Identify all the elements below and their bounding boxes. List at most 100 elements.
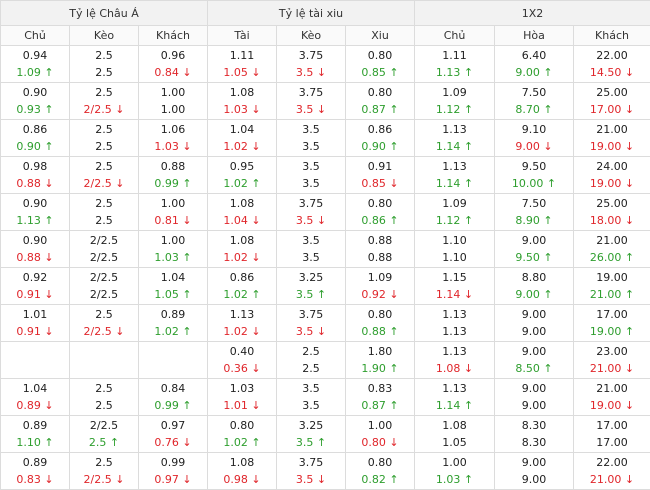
current-odds: 2/2.5: [71, 323, 138, 340]
opening-odds: 0.80: [229, 419, 255, 432]
current-odds: 1.04: [209, 212, 276, 229]
odds-cell: 0.80 0.88: [345, 304, 416, 342]
odds-row: 0.980.882.52/2.50.880.990.951.023.53.50.…: [0, 156, 650, 194]
odds-cell: 1.10 1.10: [414, 230, 496, 268]
current-odds: 0.97: [140, 471, 207, 488]
opening-odds: 9.00: [521, 234, 547, 247]
odds-cell: 24.00 19.00: [573, 156, 650, 194]
opening-odds: 1.13: [229, 308, 255, 321]
current-odds: 0.90: [347, 138, 414, 155]
odds-cell: 2/2.5 2/2.5: [69, 230, 139, 268]
odds-cell: 7.50 8.70: [494, 82, 575, 120]
odds-cell: 21.00 19.00: [573, 119, 650, 157]
opening-odds: 19.00: [596, 271, 628, 284]
odds-cell: 3.5 3.5: [276, 230, 347, 268]
current-odds: 8.70: [496, 101, 573, 118]
odds-cell: 1.80 1.90: [345, 341, 416, 379]
current-odds: 21.00: [575, 360, 650, 377]
opening-odds: 0.96: [160, 49, 186, 62]
odds-cell: 0.89 1.02: [137, 304, 209, 342]
odds-cell: 2.5 2/2.5: [69, 304, 139, 342]
opening-odds: 21.00: [596, 123, 628, 136]
opening-odds: 1.00: [160, 234, 186, 247]
odds-cell: 9.00 9.50: [494, 230, 575, 268]
column-header: Xiu: [345, 25, 416, 46]
odds-row: 0.900.932.52/2.51.001.001.081.033.753.50…: [0, 82, 650, 120]
current-odds: 0.93: [2, 101, 69, 118]
odds-cell: 9.50 10.00: [494, 156, 575, 194]
opening-odds: 3.5: [302, 123, 320, 136]
opening-odds: 0.90: [22, 234, 48, 247]
odds-cell: 1.13 1.08: [414, 341, 496, 379]
current-odds: 9.50: [496, 249, 573, 266]
current-odds: 1.13: [442, 325, 467, 338]
opening-odds: 0.80: [367, 49, 393, 62]
odds-cell: 0.90 0.93: [0, 82, 70, 120]
odds-cell: 19.00 21.00: [573, 267, 650, 305]
opening-odds: 9.10: [521, 123, 547, 136]
current-odds: 0.89: [2, 397, 69, 414]
odds-cell: 17.00 19.00: [573, 304, 650, 342]
odds-cell: 0.86 0.90: [0, 119, 70, 157]
odds-cell: 0.89 0.83: [0, 452, 70, 490]
opening-odds: 1.08: [229, 197, 255, 210]
current-odds: 0.92: [347, 286, 414, 303]
odds-cell: [0, 341, 70, 379]
current-odds: 1.05: [442, 436, 467, 449]
odds-cell: 2/2.5 2/2.5: [69, 267, 139, 305]
current-odds: 0.80: [347, 434, 414, 451]
opening-odds: 1.06: [160, 123, 186, 136]
current-odds: 3.5: [278, 64, 345, 81]
odds-cell: 1.00 1.03: [414, 452, 496, 490]
opening-odds: 1.13: [442, 382, 467, 395]
opening-odds: 2/2.5: [89, 234, 119, 247]
opening-odds: 1.04: [22, 382, 48, 395]
current-odds: 0.82: [347, 471, 414, 488]
current-odds: 0.85: [347, 175, 414, 192]
opening-odds: 1.08: [229, 86, 255, 99]
opening-odds: 25.00: [596, 197, 628, 210]
current-odds: 9.00: [521, 325, 547, 338]
opening-odds: 0.97: [160, 419, 186, 432]
current-odds: 19.00: [575, 175, 650, 192]
current-odds: 2/2.5: [71, 471, 138, 488]
opening-odds: 1.00: [442, 456, 467, 469]
odds-cell: 0.80 0.82: [345, 452, 416, 490]
column-header: Khách: [573, 25, 650, 46]
odds-cell: 8.80 9.00: [494, 267, 575, 305]
odds-cell: 0.86 1.02: [207, 267, 278, 305]
current-odds: 1.10: [442, 251, 467, 264]
opening-odds: 1.11: [442, 49, 467, 62]
current-odds: 0.88: [347, 323, 414, 340]
opening-odds: 0.94: [22, 49, 48, 62]
odds-cell: 0.80 0.85: [345, 45, 416, 83]
odds-cell: 1.01 0.91: [0, 304, 70, 342]
current-odds: 1.13: [2, 212, 69, 229]
opening-odds: 0.80: [367, 308, 393, 321]
opening-odds: 8.30: [521, 419, 547, 432]
current-odds: 19.00: [575, 323, 650, 340]
opening-odds: 1.15: [442, 271, 467, 284]
column-header: Chủ: [414, 25, 496, 46]
opening-odds: 0.88: [367, 234, 393, 247]
opening-odds: 0.98: [22, 160, 48, 173]
odds-cell: 3.25 3.5: [276, 415, 347, 453]
opening-odds: 2/2.5: [89, 419, 119, 432]
odds-cell: 0.95 1.02: [207, 156, 278, 194]
opening-odds: 1.01: [22, 308, 48, 321]
current-odds: 8.50: [496, 360, 573, 377]
opening-odds: 1.09: [367, 271, 393, 284]
odds-cell: 1.03 1.01: [207, 378, 278, 416]
odds-cell: 9.00 9.00: [494, 452, 575, 490]
odds-cell: 22.00 14.50: [573, 45, 650, 83]
odds-cell: 1.13 1.14: [414, 378, 496, 416]
current-odds: 3.5: [278, 434, 345, 451]
odds-cell: 0.80 0.87: [345, 82, 416, 120]
current-odds: 18.00: [575, 212, 650, 229]
odds-cell: 2.5 2/2.5: [69, 452, 139, 490]
odds-row: 0.920.912/2.52/2.51.041.050.861.023.253.…: [0, 267, 650, 305]
current-odds: 26.00: [575, 249, 650, 266]
odds-cell: 21.00 26.00: [573, 230, 650, 268]
odds-cell: [137, 341, 209, 379]
